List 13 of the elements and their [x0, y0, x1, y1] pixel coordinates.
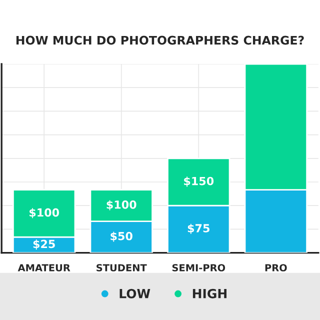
legend-label: LOW — [120, 288, 150, 298]
data-label: $25 — [33, 240, 55, 250]
legend-label: HIGH — [192, 288, 226, 298]
total-label: $100 — [106, 200, 136, 210]
x-tick-label: PRO — [265, 264, 287, 272]
total-label: $100 — [30, 208, 60, 218]
total-label: $150 — [184, 176, 214, 187]
x-tick-label: STUDENT — [96, 264, 147, 272]
x-tick-label: AMATEUR — [18, 264, 70, 272]
x-tick-label: SEMI-PRO — [172, 264, 226, 272]
data-label: $50 — [110, 232, 132, 242]
chart-title: HOW MUCH DO PHOTOGRAPHERS CHARGE? — [16, 36, 304, 45]
data-label: $75 — [188, 224, 210, 234]
